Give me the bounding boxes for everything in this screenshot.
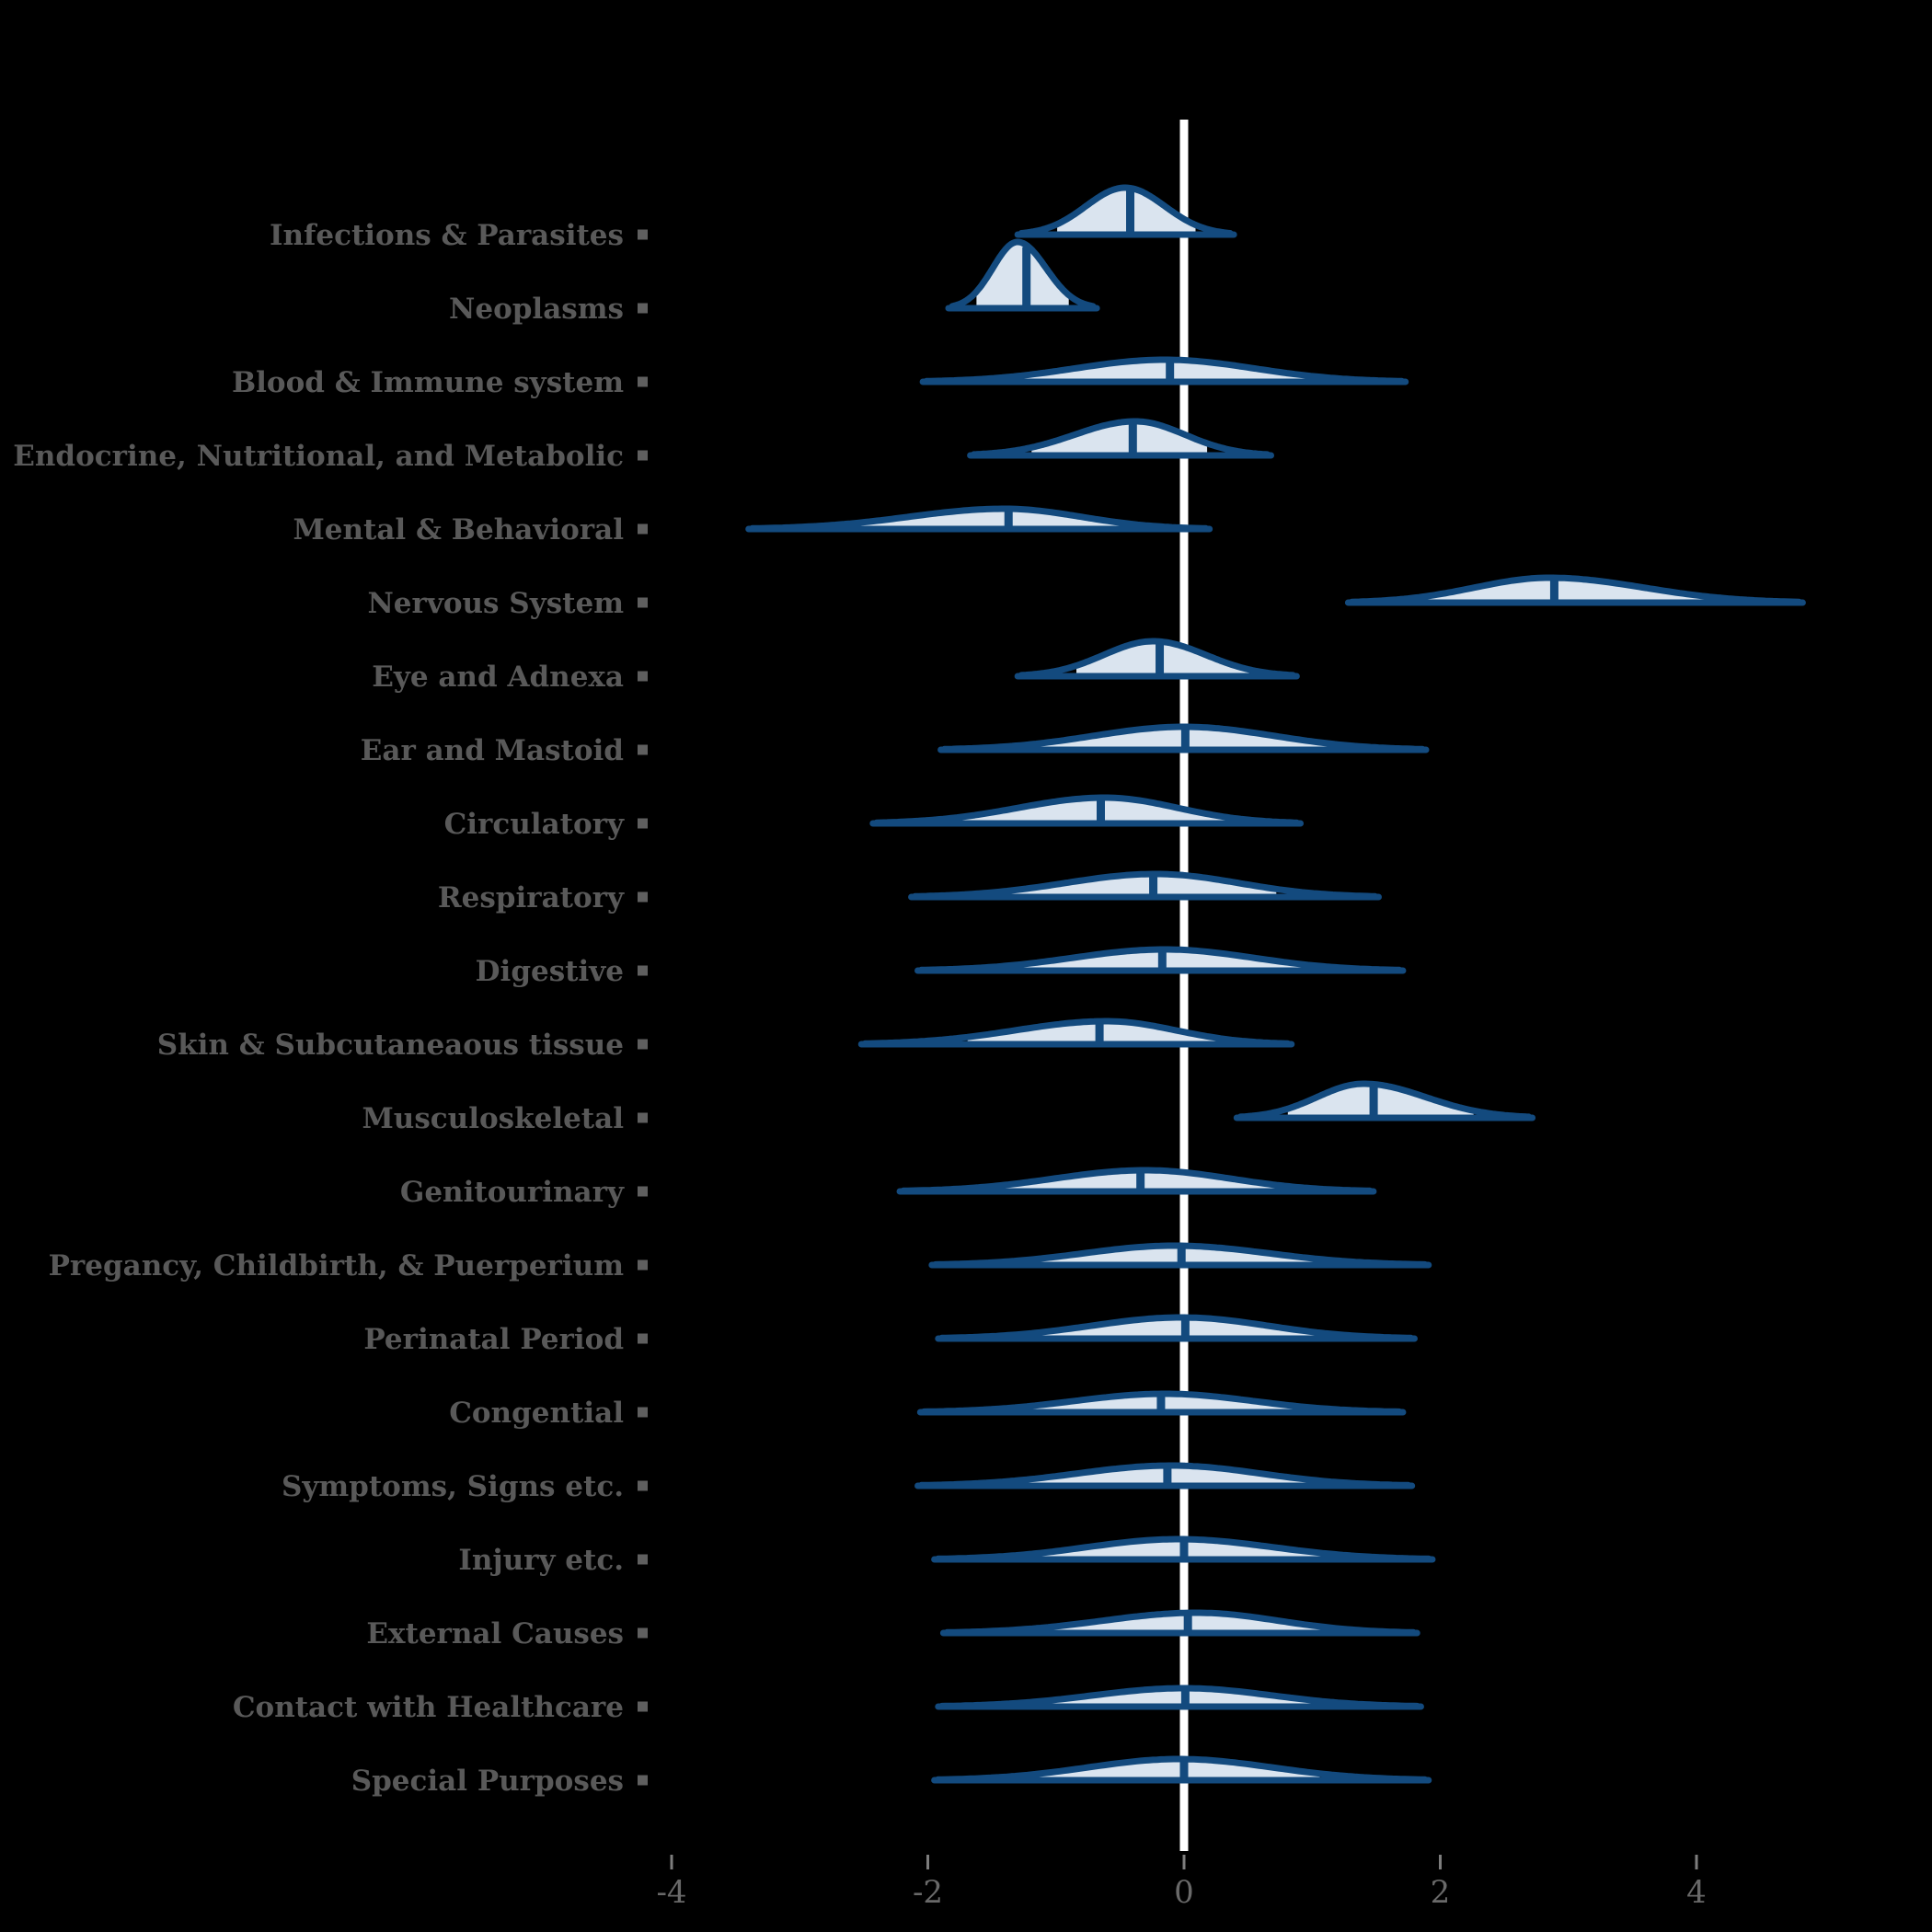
density-outline xyxy=(918,946,1403,973)
density-outline xyxy=(949,238,1097,310)
density-interval-fill xyxy=(1032,727,1329,750)
category-label: Perinatal Period xyxy=(363,1323,624,1356)
category-tick-square xyxy=(638,376,648,387)
category-label: Injury etc. xyxy=(458,1544,624,1577)
density-outline xyxy=(912,870,1378,900)
category-label: Digestive xyxy=(476,955,624,988)
category-tick-square xyxy=(638,229,648,240)
category-label: Ear and Mastoid xyxy=(361,734,624,767)
density-outline xyxy=(932,1242,1429,1268)
category-label: Nervous System xyxy=(367,587,624,620)
category-label: Special Purposes xyxy=(351,1765,624,1798)
density-interval-fill xyxy=(1031,421,1208,455)
category-label: Musculoskeletal xyxy=(362,1102,624,1135)
density-interval-fill xyxy=(1016,360,1315,382)
category-tick-square xyxy=(638,744,648,755)
density-outline xyxy=(900,1167,1374,1194)
category-tick-square xyxy=(638,671,648,682)
density-outline xyxy=(971,418,1271,458)
category-label: Eye and Adnexa xyxy=(372,661,624,694)
density-outline xyxy=(920,1390,1403,1415)
category-label: Symptoms, Signs etc. xyxy=(282,1470,624,1503)
category-label: Contact with Healthcare xyxy=(233,1691,624,1724)
density-outline xyxy=(918,1462,1412,1489)
category-tick-square xyxy=(638,1701,648,1712)
density-interval-fill xyxy=(849,509,1148,529)
density-outline xyxy=(873,794,1300,826)
density-interval-fill xyxy=(962,798,1229,823)
x-axis-tick-label: 2 xyxy=(1431,1874,1451,1911)
category-tick-square xyxy=(638,1333,648,1344)
density-outline xyxy=(749,505,1210,532)
density-outline xyxy=(923,356,1406,385)
category-label: Genitourinary xyxy=(400,1176,625,1209)
density-outline xyxy=(1236,1080,1533,1121)
category-tick-square xyxy=(638,891,648,903)
category-label: Neoplasms xyxy=(449,293,624,326)
density-outline xyxy=(861,1018,1292,1047)
category-tick-square xyxy=(638,1775,648,1786)
category-label: Endocrine, Nutritional, and Metabolic xyxy=(13,440,624,473)
category-tick-square xyxy=(638,818,648,829)
x-axis-tick-label: 4 xyxy=(1686,1874,1707,1911)
category-label: Skin & Subcutaneaous tissue xyxy=(157,1029,624,1062)
category-tick-square xyxy=(638,965,648,976)
density-outline xyxy=(1348,574,1802,605)
category-label: External Causes xyxy=(366,1617,624,1650)
x-axis-tick-label: 0 xyxy=(1174,1874,1194,1911)
category-tick-square xyxy=(638,1186,648,1197)
density-interval-fill xyxy=(1035,1317,1323,1339)
density-outline xyxy=(935,1755,1429,1783)
category-tick-square xyxy=(638,1627,648,1639)
density-outline xyxy=(938,1685,1420,1709)
category-tick-square xyxy=(638,1039,648,1050)
category-tick-square xyxy=(638,1480,648,1491)
density-outline xyxy=(943,1609,1417,1636)
category-label: Respiratory xyxy=(438,881,625,914)
category-label: Pregancy, Childbirth, & Puerperium xyxy=(49,1249,625,1282)
category-tick-square xyxy=(638,1112,648,1123)
category-label: Infections & Parasites xyxy=(270,219,624,252)
category-tick-square xyxy=(638,303,648,314)
density-interval-fill xyxy=(1414,578,1711,603)
density-outline xyxy=(941,723,1426,753)
category-tick-square xyxy=(638,597,648,608)
density-outline xyxy=(1018,638,1296,679)
category-tick-square xyxy=(638,450,648,461)
density-outline xyxy=(935,1535,1432,1562)
category-tick-square xyxy=(638,523,648,535)
category-label: Mental & Behavioral xyxy=(293,513,624,546)
category-tick-square xyxy=(638,1554,648,1565)
category-label: Circulatory xyxy=(444,808,625,841)
density-outline xyxy=(938,1314,1414,1341)
density-outline xyxy=(1018,184,1234,236)
category-label: Blood & Immune system xyxy=(232,366,624,399)
x-axis-tick-label: -4 xyxy=(656,1874,686,1911)
category-label: Congential xyxy=(449,1397,624,1430)
x-axis-tick-label: -2 xyxy=(913,1874,943,1911)
category-tick-square xyxy=(638,1259,648,1271)
density-interval-fill xyxy=(1012,949,1327,971)
category-tick-square xyxy=(638,1407,648,1418)
